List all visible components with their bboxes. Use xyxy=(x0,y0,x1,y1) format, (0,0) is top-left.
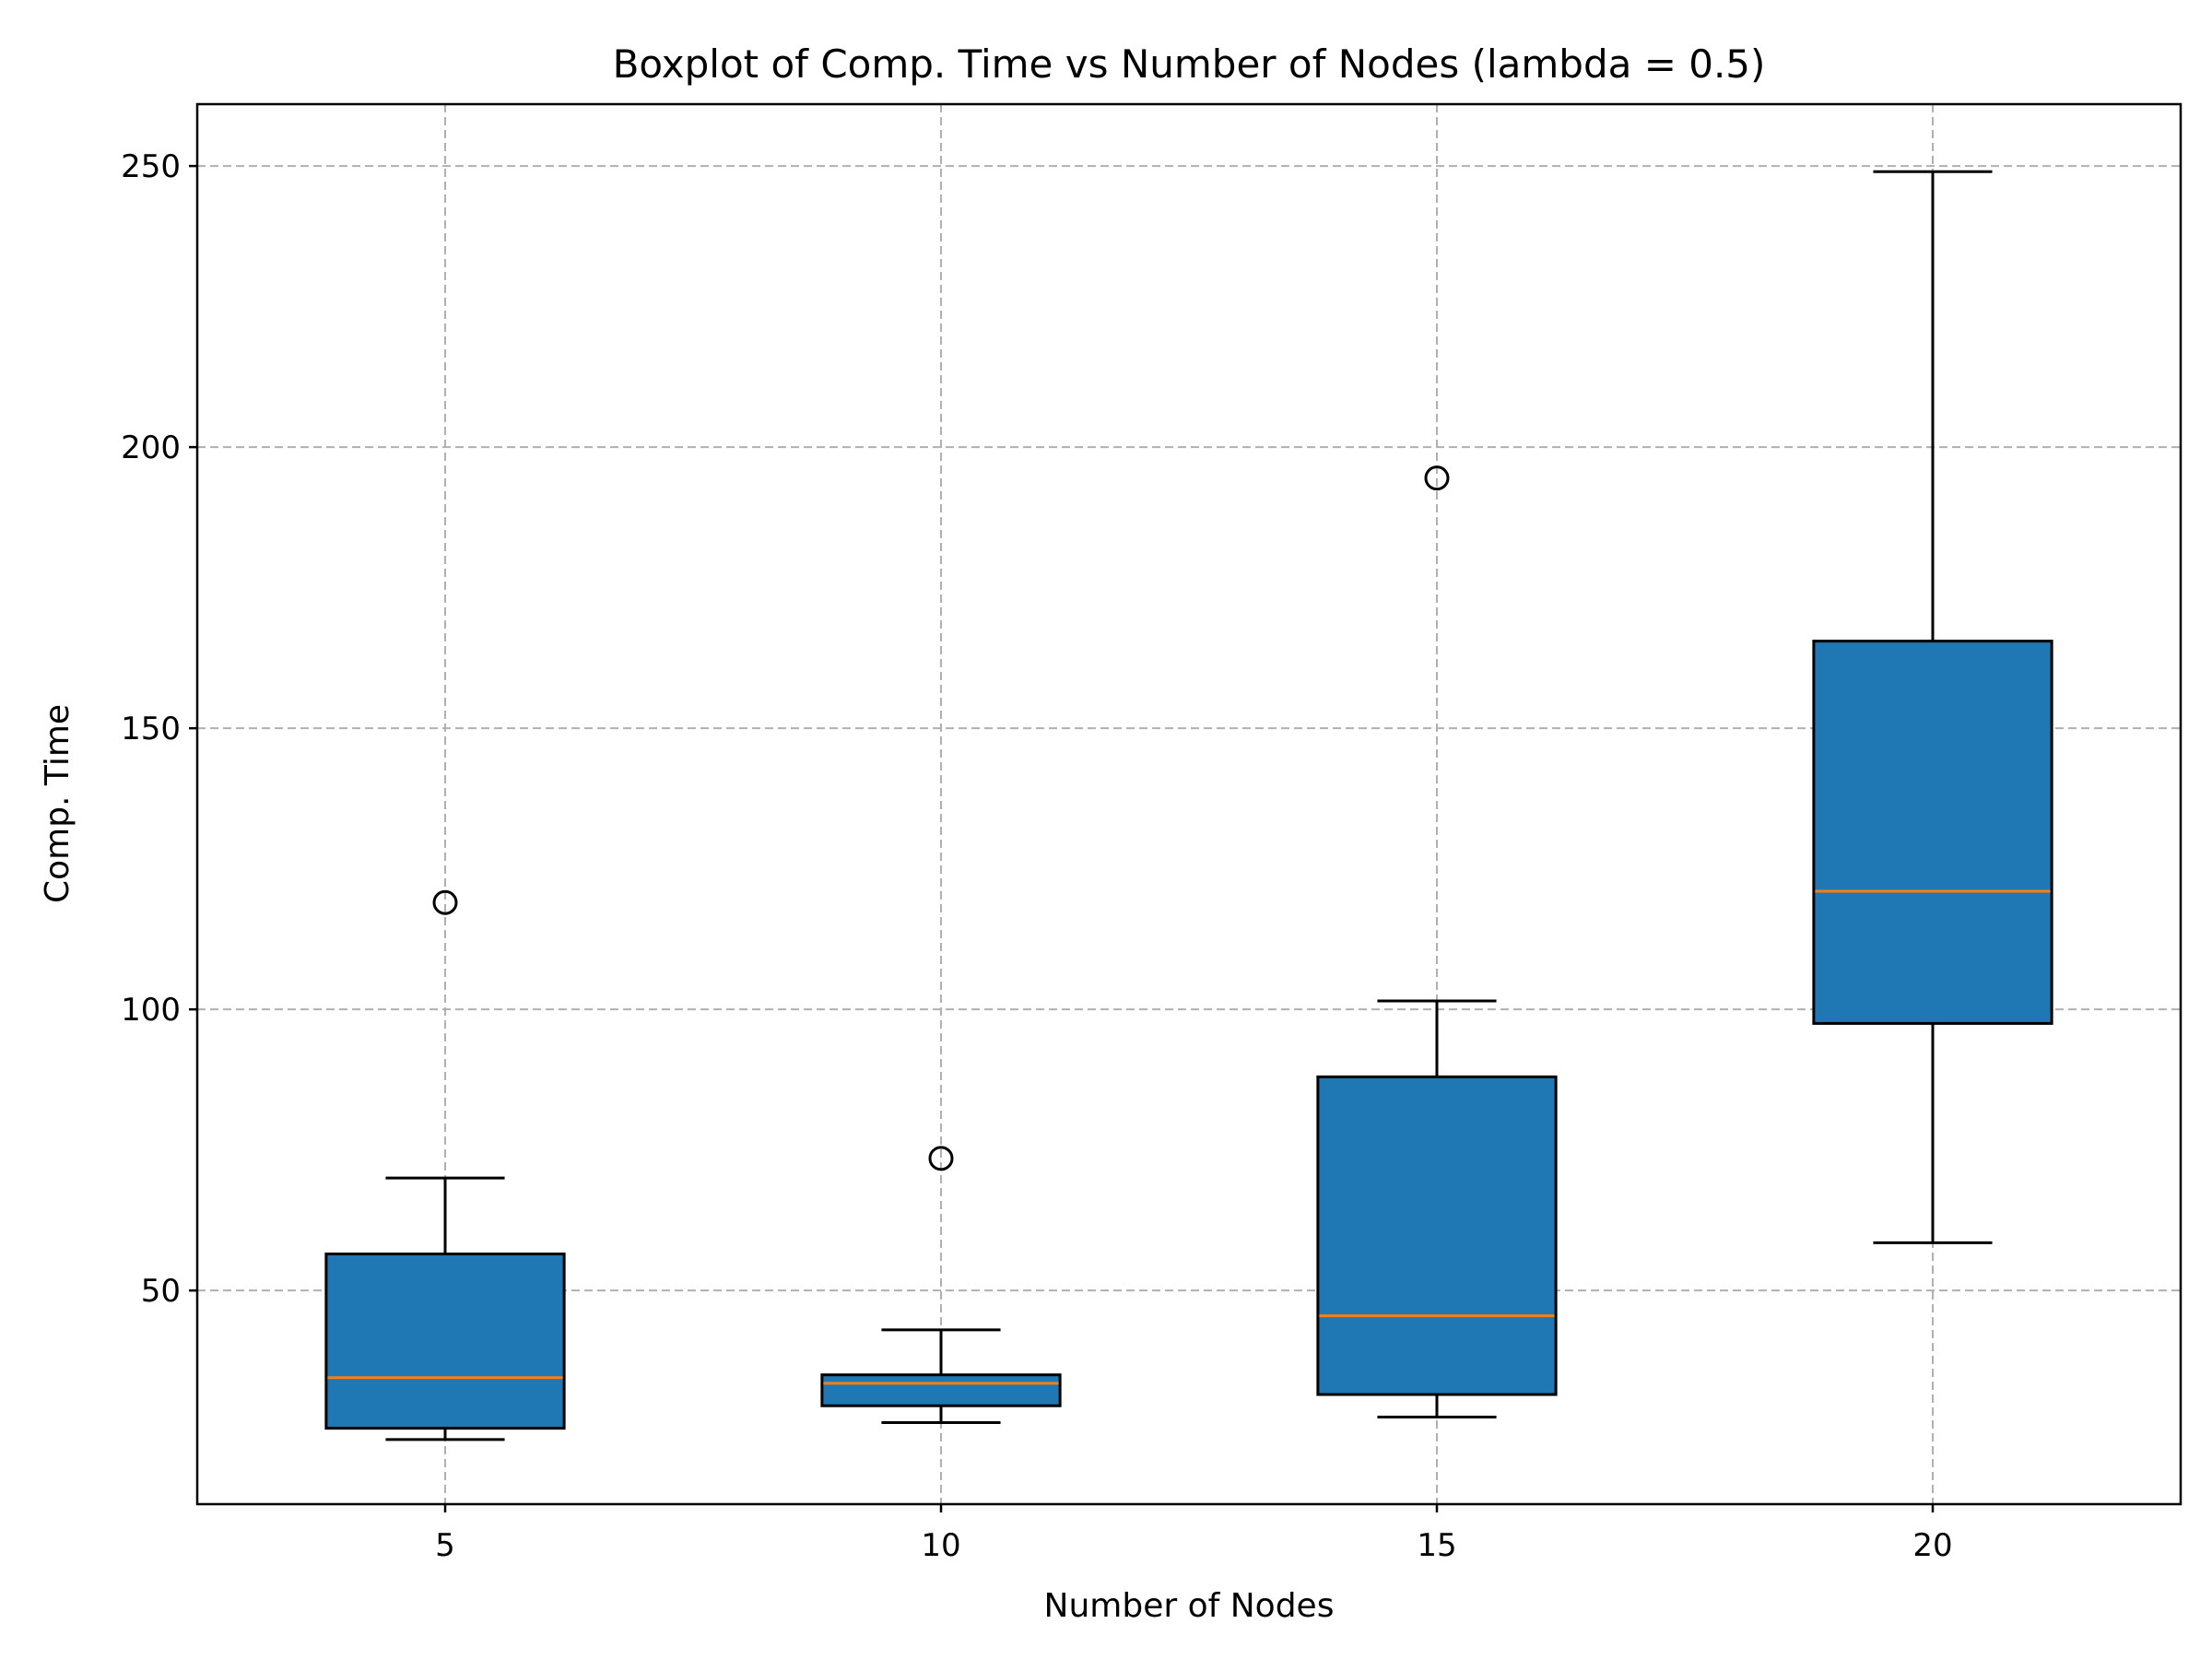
tick-layer: 50 100 150 200 250 5 10 15 20 xyxy=(121,148,1953,1564)
y-axis-label: Comp. Time xyxy=(39,704,76,903)
box-group-15 xyxy=(1316,465,1558,1418)
box-layer xyxy=(324,170,2053,1441)
y-tick-label: 250 xyxy=(121,148,181,185)
box-iqr xyxy=(1316,1075,1558,1396)
x-tick-label: 5 xyxy=(435,1527,455,1564)
x-tick-label: 20 xyxy=(1912,1527,1952,1564)
outlier-point xyxy=(1424,465,1450,491)
box-group-20 xyxy=(1812,170,2053,1244)
x-axis-label: Number of Nodes xyxy=(1044,1587,1335,1625)
box-iqr xyxy=(1812,640,2053,1025)
chart-title: Boxplot of Comp. Time vs Number of Nodes… xyxy=(613,41,1766,87)
box-iqr xyxy=(820,1373,1062,1407)
plot-frame xyxy=(195,102,2183,1506)
x-tick-label: 10 xyxy=(921,1527,960,1564)
box-group-10 xyxy=(820,1146,1062,1425)
y-tick-label: 100 xyxy=(121,992,181,1029)
outlier-point xyxy=(928,1146,954,1171)
box-iqr xyxy=(324,1253,566,1430)
outlier-point xyxy=(432,889,458,915)
y-tick-label: 150 xyxy=(121,711,181,747)
y-tick-label: 200 xyxy=(121,429,181,466)
x-tick-label: 15 xyxy=(1417,1527,1456,1564)
box-group-5 xyxy=(324,889,566,1441)
y-tick-label: 50 xyxy=(141,1273,181,1310)
